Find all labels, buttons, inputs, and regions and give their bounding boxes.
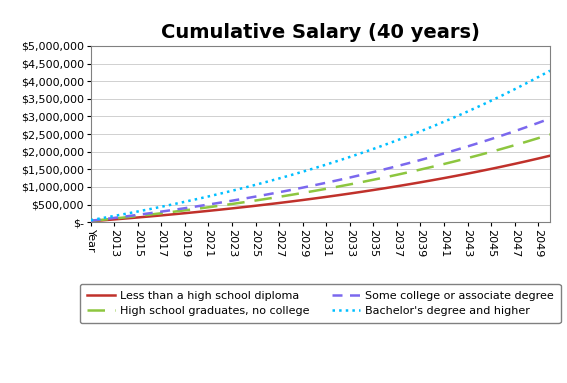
Legend: Less than a high school diploma, High school graduates, no college, Some college: Less than a high school diploma, High sc…: [80, 284, 561, 323]
Title: Cumulative Salary (40 years): Cumulative Salary (40 years): [161, 23, 480, 42]
